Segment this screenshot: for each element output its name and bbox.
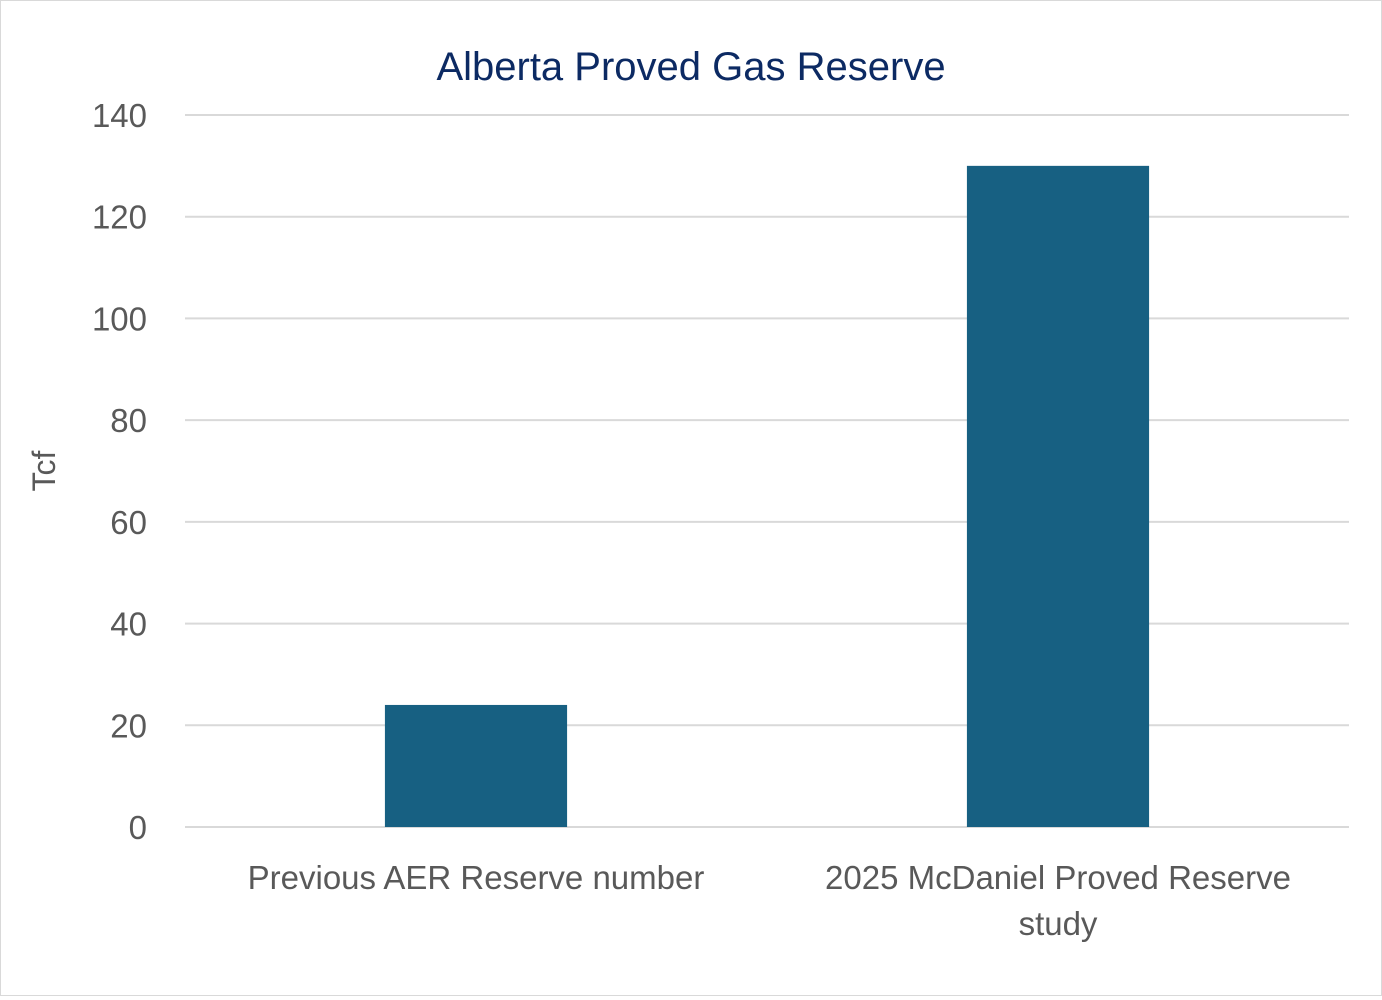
x-tick-label: Previous AER Reserve number (248, 859, 705, 896)
y-axis-label: Tcf (26, 450, 62, 491)
y-tick-label: 0 (129, 809, 147, 846)
y-tick-label: 20 (110, 707, 147, 744)
y-tick-labels: 0 20 40 60 80 100 120 140 (92, 97, 147, 846)
bar (384, 704, 568, 827)
x-tick-label: study (1019, 905, 1098, 942)
chart-title: Alberta Proved Gas Reserve (436, 45, 945, 89)
x-tick-label: 2025 McDaniel Proved Reserve (825, 859, 1291, 896)
bar (966, 165, 1150, 827)
gridlines (185, 114, 1349, 828)
y-tick-label: 100 (92, 300, 147, 337)
bars (384, 165, 1150, 827)
y-tick-label: 140 (92, 97, 147, 134)
x-tick-labels: Previous AER Reserve number 2025 McDaniel… (248, 859, 1291, 942)
y-tick-label: 120 (92, 199, 147, 236)
y-tick-label: 60 (110, 504, 147, 541)
y-tick-label: 40 (110, 606, 147, 643)
y-tick-label: 80 (110, 402, 147, 439)
